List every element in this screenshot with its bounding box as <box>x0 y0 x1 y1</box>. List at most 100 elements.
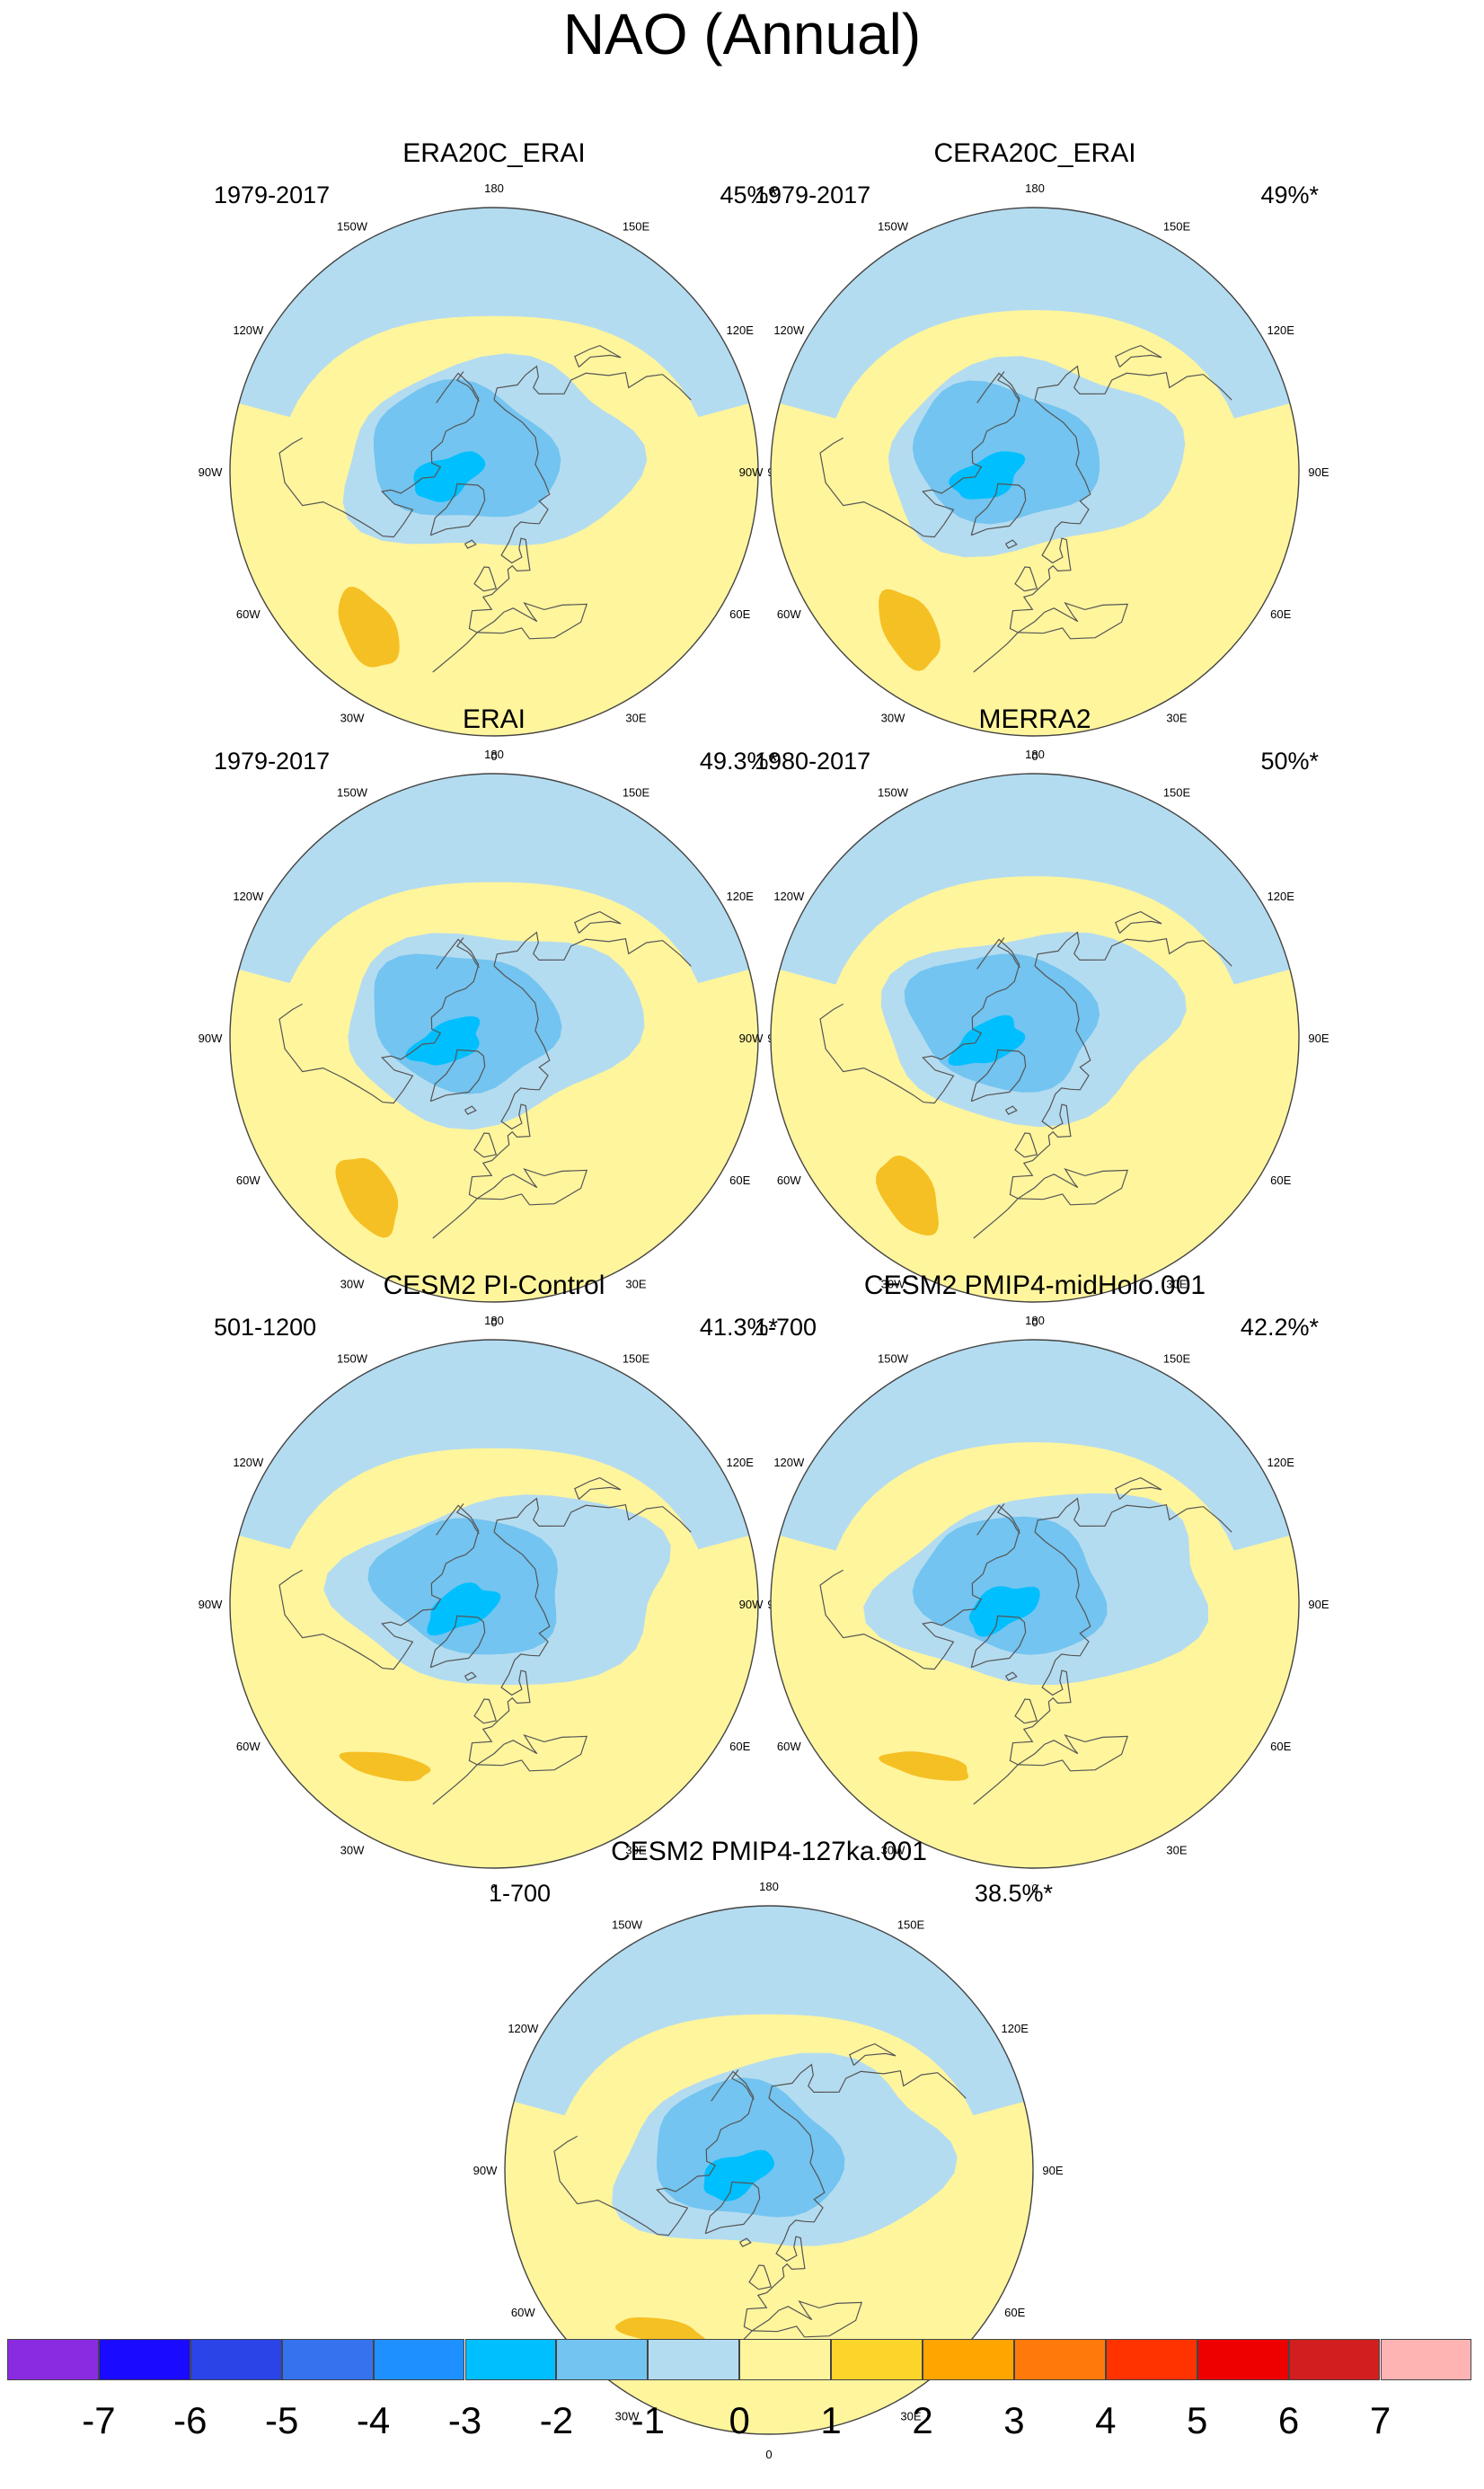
coastline <box>707 2097 826 2371</box>
panel-title: CESM2 PI-Control <box>383 1271 605 1300</box>
longitude-label: 180 <box>759 1880 779 1893</box>
coastline <box>1005 539 1018 549</box>
longitude-label: 150W <box>878 785 909 799</box>
longitude-label: 90E <box>1308 1598 1329 1611</box>
colorbar-tick-label: 2 <box>912 2399 933 2441</box>
longitude-label: 30W <box>340 1844 365 1857</box>
longitude-label: 180 <box>484 748 504 761</box>
coastline <box>574 910 622 934</box>
longitude-label: 120W <box>773 323 805 337</box>
longitude-label: 180 <box>1025 1314 1045 1327</box>
coastline <box>996 1503 1020 1535</box>
map-boundary <box>770 773 1300 1303</box>
colorbar-tick-label: -1 <box>631 2399 665 2441</box>
coastline <box>1115 344 1162 368</box>
coastline <box>278 938 480 1104</box>
longitude-label: 120W <box>233 1456 264 1469</box>
longitude-label: 150E <box>1163 785 1191 799</box>
longitude-label: 150E <box>897 1918 925 1931</box>
colorbar-tick-label: 4 <box>1095 2399 1117 2441</box>
coastline <box>970 483 1027 536</box>
longitude-label: 150E <box>1163 219 1191 233</box>
longitude-label: 60E <box>729 1174 750 1187</box>
colorbar-tick-label: 0 <box>729 2399 750 2441</box>
colorbar-swatch <box>190 2339 282 2380</box>
coastline <box>455 937 480 969</box>
colorbar-swatch <box>1197 2339 1289 2380</box>
longitude-label: 150W <box>878 1351 909 1365</box>
coastline <box>432 1531 551 1805</box>
colorbar-swatch <box>1105 2339 1197 2380</box>
colorbar-tick-label: 3 <box>1003 2399 1025 2441</box>
longitude-label: 120E <box>1268 1456 1295 1469</box>
longitude-label: 120W <box>233 323 264 337</box>
coastline <box>1014 1698 1038 1724</box>
panel-period: 1980-2017 <box>755 748 871 775</box>
coastline <box>849 2042 897 2066</box>
coastline <box>473 1132 498 1158</box>
longitude-label: 150W <box>337 1351 368 1365</box>
longitude-label: 180 <box>484 182 504 195</box>
coastline <box>432 399 551 673</box>
longitude-label: 30E <box>625 1278 646 1291</box>
coastline <box>493 1497 692 1533</box>
longitude-label: 90W <box>199 1598 223 1611</box>
coastline <box>704 2181 761 2235</box>
coastline <box>464 1671 477 1681</box>
azores-high-positive-2 <box>876 1156 939 1236</box>
panel-title: ERAI <box>462 704 526 734</box>
panel-variance-percent: 42.2%* <box>1240 1314 1319 1341</box>
longitude-label: 60W <box>777 607 801 621</box>
icelandic-low-core <box>405 1016 481 1066</box>
coastline <box>574 344 622 368</box>
longitude-label: 0 <box>490 749 497 763</box>
coastline <box>819 1504 1020 1670</box>
panel-title: MERRA2 <box>978 704 1091 734</box>
coastline <box>739 2237 752 2247</box>
colorbar-swatch <box>1380 2339 1472 2380</box>
coastline <box>973 399 1091 673</box>
colorbar: -7 -6 -5 -4 -3 -2 -1 0 1 2 3 4 5 6 7 <box>0 2339 1484 2483</box>
longitude-label: 90W <box>199 1032 223 1045</box>
longitude-label: 150W <box>337 219 368 233</box>
longitude-label: 180 <box>1025 748 1045 761</box>
colorbar-swatch <box>1288 2339 1381 2380</box>
longitude-label: 120E <box>727 323 755 337</box>
coastline <box>574 1476 622 1500</box>
coastline <box>970 1049 1027 1103</box>
longitude-label: 120E <box>1268 323 1295 337</box>
coastlines <box>553 2042 967 2371</box>
coastline <box>1115 1476 1162 1500</box>
colorbar-tick-label: -5 <box>265 2399 299 2441</box>
panel-variance-percent: 49.3%* <box>699 748 778 775</box>
panel-title: CESM2 PMIP4-midHolo.001 <box>863 1271 1206 1300</box>
coastline <box>429 1615 486 1669</box>
coastline <box>278 1504 480 1670</box>
longitude-label: 90W <box>199 465 223 479</box>
icelandic-low-core <box>968 1586 1040 1637</box>
map-panel-cera20c-erai: CERA20C_ERAI 1979-2017 49%* 180 150E 120E 9… <box>739 138 1329 763</box>
azores-high-positive-2 <box>335 1157 399 1238</box>
coastline <box>473 566 498 592</box>
longitude-label: 30W <box>881 712 905 725</box>
map-boundary <box>229 773 759 1303</box>
coastline <box>429 1049 486 1103</box>
panel-variance-percent: 50%* <box>1260 748 1319 775</box>
coastline <box>819 372 1020 538</box>
icelandic-low-core <box>703 2149 775 2201</box>
azores-high-positive-2 <box>338 587 400 668</box>
coastline <box>493 931 692 967</box>
longitude-label: 90W <box>473 2164 498 2177</box>
longitude-label: 90W <box>739 465 764 479</box>
map-boundary <box>229 1339 759 1869</box>
panel-period: 1979-2017 <box>214 748 331 775</box>
coastlines <box>278 1476 692 1805</box>
coastline <box>1017 1734 1129 1772</box>
coastline <box>1014 1132 1038 1158</box>
colorbar-swatch <box>7 2339 99 2380</box>
coastline <box>278 372 480 538</box>
panel-variance-percent: 45%* <box>720 182 778 208</box>
